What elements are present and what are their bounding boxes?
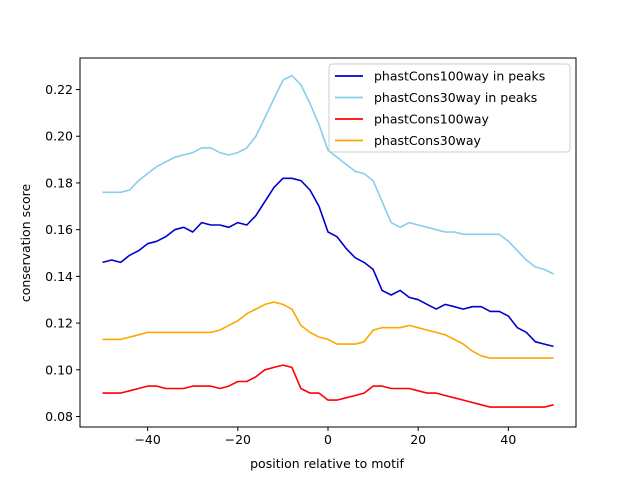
- y-axis-label: conservation score: [18, 184, 33, 303]
- legend-label: phastCons100way: [374, 112, 489, 127]
- series-line: [102, 177, 554, 348]
- x-tick-label: 0: [324, 432, 332, 447]
- y-tick-label: 0.16: [45, 222, 73, 237]
- y-tick-label: 0.18: [45, 175, 73, 190]
- legend: phastCons100way in peaks phastCons30way i…: [328, 63, 571, 153]
- legend-box: [328, 63, 571, 153]
- legend-label: phastCons30way in peaks: [374, 90, 537, 105]
- y-tick-label: 0.12: [45, 316, 73, 331]
- legend-label: phastCons30way: [374, 133, 482, 148]
- y-tick-label: 0.22: [45, 82, 73, 97]
- x-tick-label: 40: [500, 432, 516, 447]
- series-line: [102, 301, 554, 359]
- y-tick-label: 0.14: [45, 269, 73, 284]
- y-tick-label: 0.20: [45, 129, 73, 144]
- y-tick-label: 0.08: [45, 409, 73, 424]
- y-tick-label: 0.10: [45, 362, 73, 377]
- x-axis-ticks: −40 −20 0 20 40: [134, 427, 516, 447]
- series-line: [102, 74, 554, 275]
- series-lines: [102, 74, 554, 408]
- x-tick-label: −20: [225, 432, 251, 447]
- x-tick-label: −40: [134, 432, 160, 447]
- x-tick-label: 20: [410, 432, 426, 447]
- legend-label: phastCons100way in peaks: [374, 69, 545, 84]
- y-axis-ticks: 0.08 0.10 0.12 0.14 0.16 0.18 0.20 0.22: [45, 82, 80, 424]
- series-line: [102, 364, 554, 408]
- x-axis-label: position relative to motif: [250, 456, 404, 471]
